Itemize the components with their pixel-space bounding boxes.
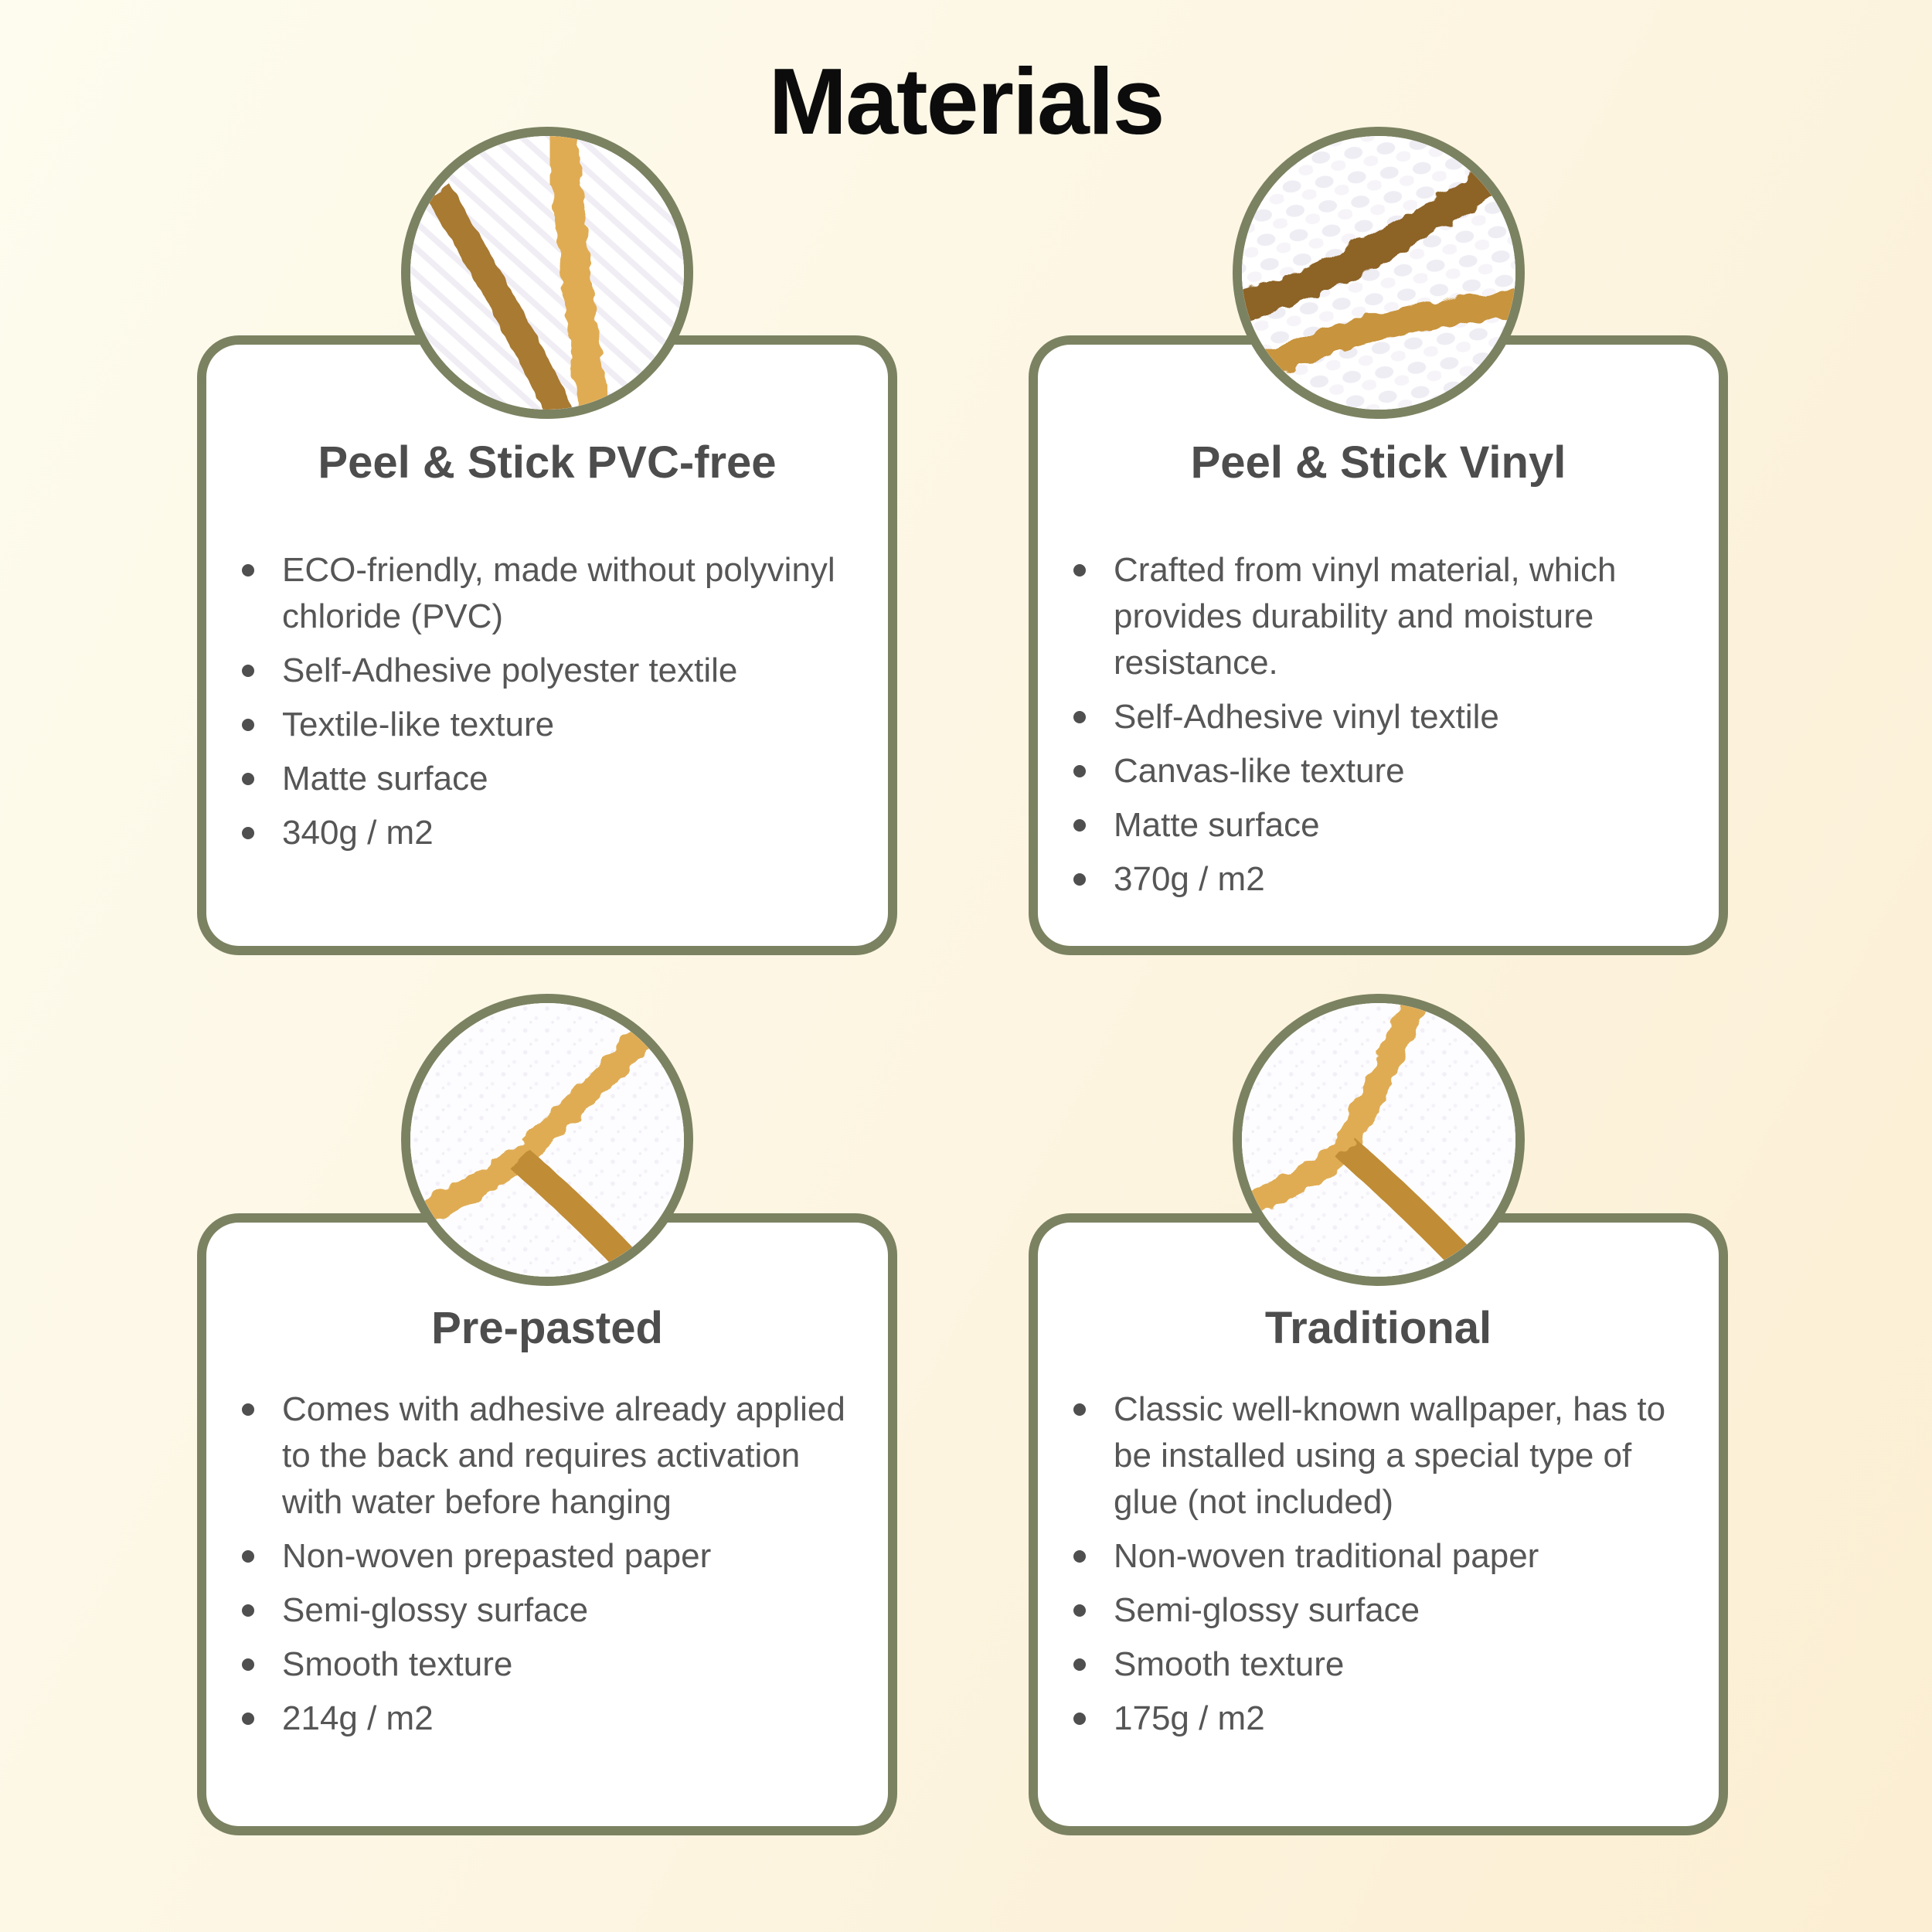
bullet-item: Semi-glossy surface [1073, 1587, 1692, 1634]
bullet-item: Self-Adhesive vinyl textile [1073, 694, 1692, 740]
bullet-item: Non-woven traditional paper [1073, 1533, 1692, 1580]
card-title: Peel & Stick PVC-free [318, 437, 777, 488]
bullet-item: Comes with adhesive already applied to t… [242, 1386, 862, 1526]
bullet-item: Smooth texture [242, 1641, 862, 1688]
bullet-list: ECO-friendly, made without polyvinyl chl… [206, 547, 888, 856]
bullet-item: Non-woven prepasted paper [242, 1533, 862, 1580]
bullet-item: ECO-friendly, made without polyvinyl chl… [242, 547, 862, 640]
card-body: Peel & Stick PVC-free ECO-friendly, made… [197, 335, 897, 955]
bullet-item: 370g / m2 [1073, 856, 1692, 903]
card-body: Pre-pasted Comes with adhesive already a… [197, 1213, 897, 1835]
bullet-item: Smooth texture [1073, 1641, 1692, 1688]
card-title: Traditional [1264, 1303, 1492, 1353]
bullet-item: Crafted from vinyl material, which provi… [1073, 547, 1692, 686]
bullet-item: Self-Adhesive polyester textile [242, 648, 862, 694]
card-body: Peel & Stick Vinyl Crafted from vinyl ma… [1029, 335, 1728, 955]
swatch-traditional-smooth-image [1232, 994, 1525, 1286]
page-title: Materials [768, 49, 1165, 154]
bullet-item: 340g / m2 [242, 810, 862, 856]
card-peel-stick-vinyl: Peel & Stick Vinyl Crafted from vinyl ma… [1029, 127, 1728, 955]
card-body: Traditional Classic well-known wallpaper… [1029, 1213, 1728, 1835]
bullet-list: Crafted from vinyl material, which provi… [1038, 547, 1719, 903]
bullet-item: 214g / m2 [242, 1696, 862, 1742]
swatch-prepasted-smooth-image [401, 994, 693, 1286]
card-title: Peel & Stick Vinyl [1190, 437, 1566, 488]
bullet-item: Classic well-known wallpaper, has to be … [1073, 1386, 1692, 1526]
card-title: Pre-pasted [431, 1303, 663, 1353]
bullet-item: Textile-like texture [242, 702, 862, 748]
swatch-vinyl-canvas-image [1232, 127, 1525, 419]
bullet-item: Matte surface [242, 756, 862, 802]
bullet-list: Comes with adhesive already applied to t… [206, 1386, 888, 1742]
bullet-item: 175g / m2 [1073, 1696, 1692, 1742]
bullet-item: Canvas-like texture [1073, 748, 1692, 794]
card-traditional: Traditional Classic well-known wallpaper… [1029, 994, 1728, 1835]
bullet-item: Matte surface [1073, 802, 1692, 849]
card-pre-pasted: Pre-pasted Comes with adhesive already a… [197, 994, 897, 1835]
swatch-textile-weave-image [401, 127, 693, 419]
bullet-list: Classic well-known wallpaper, has to be … [1038, 1386, 1719, 1742]
card-peel-stick-pvc-free: Peel & Stick PVC-free ECO-friendly, made… [197, 127, 897, 955]
bullet-item: Semi-glossy surface [242, 1587, 862, 1634]
